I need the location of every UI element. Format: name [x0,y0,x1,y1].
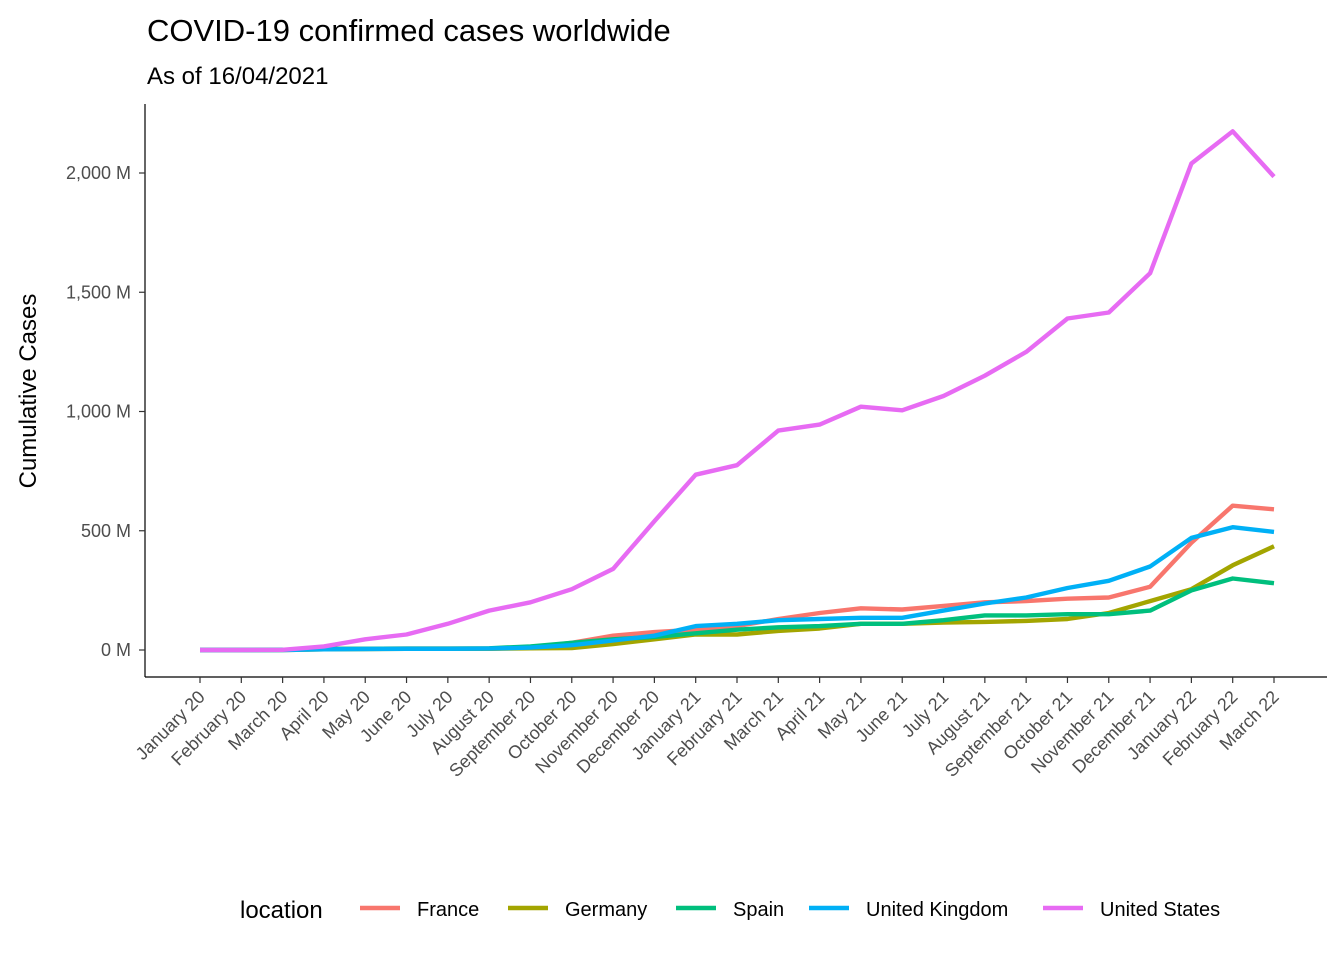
legend-item: France [360,899,479,921]
legend-items: France Germany Spain United Kingdom United S… [360,899,1220,921]
legend-item: Spain [676,899,784,921]
series-lines [200,129,1276,653]
legend-label: United States [1100,899,1220,921]
legend-item: United Kingdom [809,899,1008,921]
y-tick-label: 2,000 M [66,163,131,183]
y-tick-label: 500 M [81,521,131,541]
legend-label: Spain [733,899,784,921]
y-tick-label: 1,000 M [66,402,131,422]
legend: location France Germany Spain United Kingdo… [240,897,1220,924]
y-ticks: 0 M 500 M 1,000 M 1,500 M 2,000 M [66,163,145,660]
y-axis-title: Cumulative Cases [15,294,42,489]
legend-label: France [417,899,479,921]
y-tick-label: 1,500 M [66,282,131,302]
legend-item: United States [1043,899,1220,921]
series-line-united-kingdom [200,525,1275,653]
legend-title: location [240,897,323,924]
chart-title: COVID-19 confirmed cases worldwide [147,13,671,48]
legend-item: Germany [508,899,647,921]
y-tick-label: 0 M [101,640,131,660]
chart-subtitle: As of 16/04/2021 [147,63,328,90]
series-line-united-states [200,129,1276,653]
legend-label: United Kingdom [866,899,1008,921]
legend-label: Germany [565,899,647,921]
